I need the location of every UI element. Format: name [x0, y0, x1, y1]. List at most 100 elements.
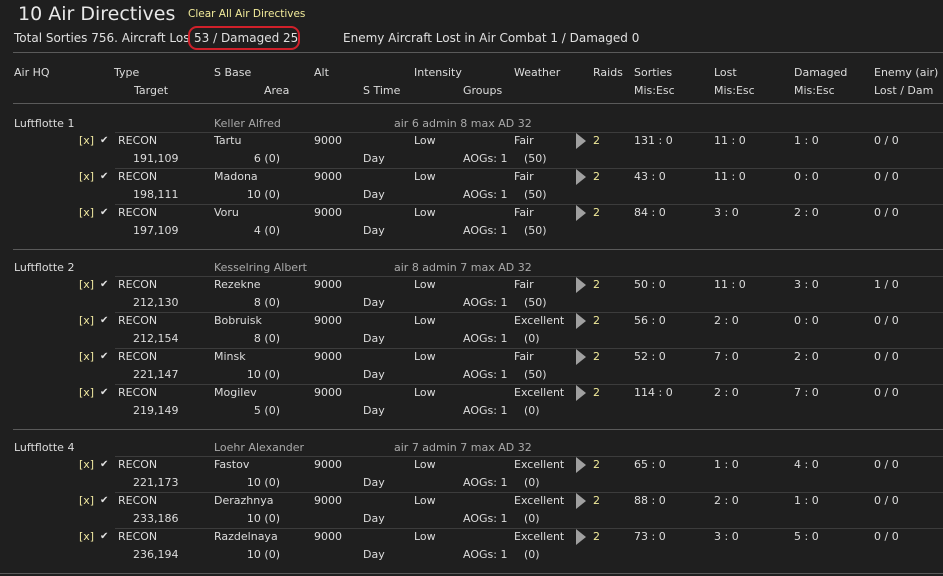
source-base[interactable]: Bobruisk [214, 314, 262, 327]
air-hq-name[interactable]: Luftflotte 1 [14, 117, 75, 130]
damaged: 3 : 0 [794, 278, 819, 291]
toggle-x-button[interactable]: [x] [79, 386, 95, 399]
source-base[interactable]: Voru [214, 206, 239, 219]
lost: 11 : 0 [714, 170, 746, 183]
check-icon[interactable]: ✔ [100, 315, 109, 326]
toggle-x-button[interactable]: [x] [79, 134, 95, 147]
type-label: RECON [118, 278, 158, 291]
col-intensity[interactable]: Intensity [414, 66, 462, 79]
check-icon[interactable]: ✔ [100, 387, 109, 398]
check-icon[interactable]: ✔ [100, 459, 109, 470]
weather-value: (50) [524, 224, 547, 237]
row-divider [115, 456, 943, 457]
raids-count: 2 [593, 314, 600, 327]
target-hex[interactable]: 236,194 [133, 548, 179, 561]
damaged: 2 : 0 [794, 350, 819, 363]
sorties: 50 : 0 [634, 278, 666, 291]
target-hex[interactable]: 221,147 [133, 368, 179, 381]
altitude: 9000 [314, 278, 342, 291]
toggle-x-button[interactable]: [x] [79, 350, 95, 363]
toggle-x-button[interactable]: [x] [79, 494, 95, 507]
sorties: 56 : 0 [634, 314, 666, 327]
col-sorties[interactable]: Sorties [634, 66, 673, 79]
check-icon[interactable]: ✔ [100, 495, 109, 506]
clear-all-button[interactable]: Clear All Air Directives [188, 8, 306, 20]
col-sbase[interactable]: S Base [214, 66, 252, 79]
play-arrow-icon[interactable] [576, 457, 586, 473]
toggle-x-button[interactable]: [x] [79, 314, 95, 327]
sorties: 52 : 0 [634, 350, 666, 363]
col-damaged-sub: Mis:Esc [794, 84, 835, 97]
col-lost[interactable]: Lost [714, 66, 737, 79]
row-divider [115, 384, 943, 385]
play-arrow-icon[interactable] [576, 169, 586, 185]
col-target[interactable]: Target [134, 84, 169, 97]
col-type[interactable]: Type [114, 66, 140, 79]
strike-time: Day [363, 224, 385, 237]
altitude: 9000 [314, 386, 342, 399]
directive-row: ✔ [x] RECON Mogilev 9000 Low Excellent 2 114 : 0… [0, 385, 943, 422]
row-divider [115, 348, 943, 349]
col-groups[interactable]: Groups [463, 84, 503, 97]
toggle-x-button[interactable]: [x] [79, 530, 95, 543]
col-alt[interactable]: Alt [314, 66, 329, 79]
commander-name: Loehr Alexander [214, 441, 305, 454]
col-raids[interactable]: Raids [593, 66, 623, 79]
target-hex[interactable]: 212,130 [133, 296, 179, 309]
target-hex[interactable]: 197,109 [133, 224, 179, 237]
play-arrow-icon[interactable] [576, 277, 586, 293]
toggle-x-button[interactable]: [x] [79, 206, 95, 219]
groups: AOGs: 1 [463, 152, 508, 165]
play-arrow-icon[interactable] [576, 493, 586, 509]
target-hex[interactable]: 219,149 [133, 404, 179, 417]
play-arrow-icon[interactable] [576, 349, 586, 365]
play-arrow-icon[interactable] [576, 313, 586, 329]
source-base[interactable]: Derazhnya [214, 494, 274, 507]
air-hq-name[interactable]: Luftflotte 2 [14, 261, 75, 274]
target-hex[interactable]: 191,109 [133, 152, 179, 165]
check-icon[interactable]: ✔ [100, 351, 109, 362]
weather: Excellent [514, 386, 565, 399]
check-icon[interactable]: ✔ [100, 531, 109, 542]
directive-row: ✔ [x] RECON Fastov 9000 Low Excellent 2 65 : 0 1 … [0, 457, 943, 494]
target-hex[interactable]: 198,111 [133, 188, 179, 201]
weather: Excellent [514, 314, 565, 327]
source-base[interactable]: Minsk [214, 350, 246, 363]
damaged: 1 : 0 [794, 134, 819, 147]
toggle-x-button[interactable]: [x] [79, 278, 95, 291]
source-base[interactable]: Razdelnaya [214, 530, 278, 543]
source-base[interactable]: Rezekne [214, 278, 261, 291]
check-icon[interactable]: ✔ [100, 135, 109, 146]
target-hex[interactable]: 233,186 [133, 512, 179, 525]
target-hex[interactable]: 221,173 [133, 476, 179, 489]
row-divider [115, 276, 943, 277]
air-hq-group: Luftflotte 1 Keller Alfred air 6 admin 8… [0, 117, 943, 131]
raids-count: 2 [593, 386, 600, 399]
source-base[interactable]: Madona [214, 170, 258, 183]
col-stime[interactable]: S Time [363, 84, 401, 97]
source-base[interactable]: Tartu [214, 134, 242, 147]
air-hq-name[interactable]: Luftflotte 4 [14, 441, 75, 454]
toggle-x-button[interactable]: [x] [79, 458, 95, 471]
play-arrow-icon[interactable] [576, 385, 586, 401]
source-base[interactable]: Mogilev [214, 386, 257, 399]
damaged: 2 : 0 [794, 206, 819, 219]
altitude: 9000 [314, 134, 342, 147]
play-arrow-icon[interactable] [576, 133, 586, 149]
col-area[interactable]: Area [264, 84, 290, 97]
summary-losses: 53 / Damaged 25 [194, 31, 299, 45]
check-icon[interactable]: ✔ [100, 207, 109, 218]
toggle-x-button[interactable]: [x] [79, 170, 95, 183]
source-base[interactable]: Fastov [214, 458, 250, 471]
check-icon[interactable]: ✔ [100, 279, 109, 290]
col-airhq[interactable]: Air HQ [14, 66, 50, 79]
target-hex[interactable]: 212,154 [133, 332, 179, 345]
area: 10 (0) [246, 368, 280, 381]
col-weather[interactable]: Weather [514, 66, 561, 79]
play-arrow-icon[interactable] [576, 529, 586, 545]
weather: Excellent [514, 458, 565, 471]
check-icon[interactable]: ✔ [100, 171, 109, 182]
col-damaged[interactable]: Damaged [794, 66, 848, 79]
play-arrow-icon[interactable] [576, 205, 586, 221]
col-enemy[interactable]: Enemy (air) [874, 66, 939, 79]
